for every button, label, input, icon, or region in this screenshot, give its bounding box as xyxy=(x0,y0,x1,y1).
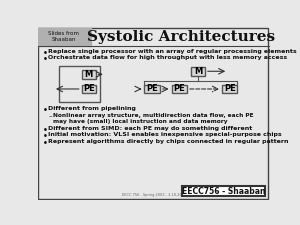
Text: PE: PE xyxy=(83,84,94,93)
Bar xyxy=(172,85,187,93)
Text: •: • xyxy=(43,106,48,115)
Text: PE: PE xyxy=(173,84,185,93)
Text: •: • xyxy=(43,56,48,65)
Bar xyxy=(182,186,266,196)
Bar xyxy=(82,85,96,93)
Text: PE: PE xyxy=(224,84,236,93)
Text: M: M xyxy=(194,67,202,76)
Text: •: • xyxy=(43,126,48,135)
Text: may have (small) local instruction and data memory: may have (small) local instruction and d… xyxy=(53,119,228,124)
Text: M: M xyxy=(85,70,93,79)
Text: Slides from
Shaaban: Slides from Shaaban xyxy=(48,31,79,42)
Text: Orchestrate data flow for high throughput with less memory access: Orchestrate data flow for high throughpu… xyxy=(48,56,287,61)
Text: Represent algorithms directly by chips connected in regular pattern: Represent algorithms directly by chips c… xyxy=(48,140,288,144)
Text: –: – xyxy=(48,113,52,119)
Bar xyxy=(82,70,96,79)
Text: •: • xyxy=(43,133,48,142)
Bar xyxy=(38,28,91,46)
Text: Replace single processor with an array of regular processing elements: Replace single processor with an array o… xyxy=(48,49,296,54)
Text: Systolic Architectures: Systolic Architectures xyxy=(87,30,275,44)
Bar xyxy=(59,65,100,102)
Text: PE: PE xyxy=(146,84,158,93)
Bar xyxy=(145,85,160,93)
Text: EECC 756 - Spring 2003 - 3-18-2003: EECC 756 - Spring 2003 - 3-18-2003 xyxy=(122,193,186,197)
Text: •: • xyxy=(43,140,48,148)
Bar xyxy=(191,67,205,76)
Text: Initial motivation: VLSI enables inexpensive special-purpose chips: Initial motivation: VLSI enables inexpen… xyxy=(48,133,281,137)
Text: Different from SIMD: each PE may do something different: Different from SIMD: each PE may do some… xyxy=(48,126,252,130)
Bar xyxy=(222,85,238,93)
Text: Different from pipelining: Different from pipelining xyxy=(48,106,136,111)
Text: Nonlinear array structure, multidirection data flow, each PE: Nonlinear array structure, multidirectio… xyxy=(53,113,253,118)
Text: EECC756 - Shaaban: EECC756 - Shaaban xyxy=(182,187,265,196)
Text: •: • xyxy=(43,49,48,58)
